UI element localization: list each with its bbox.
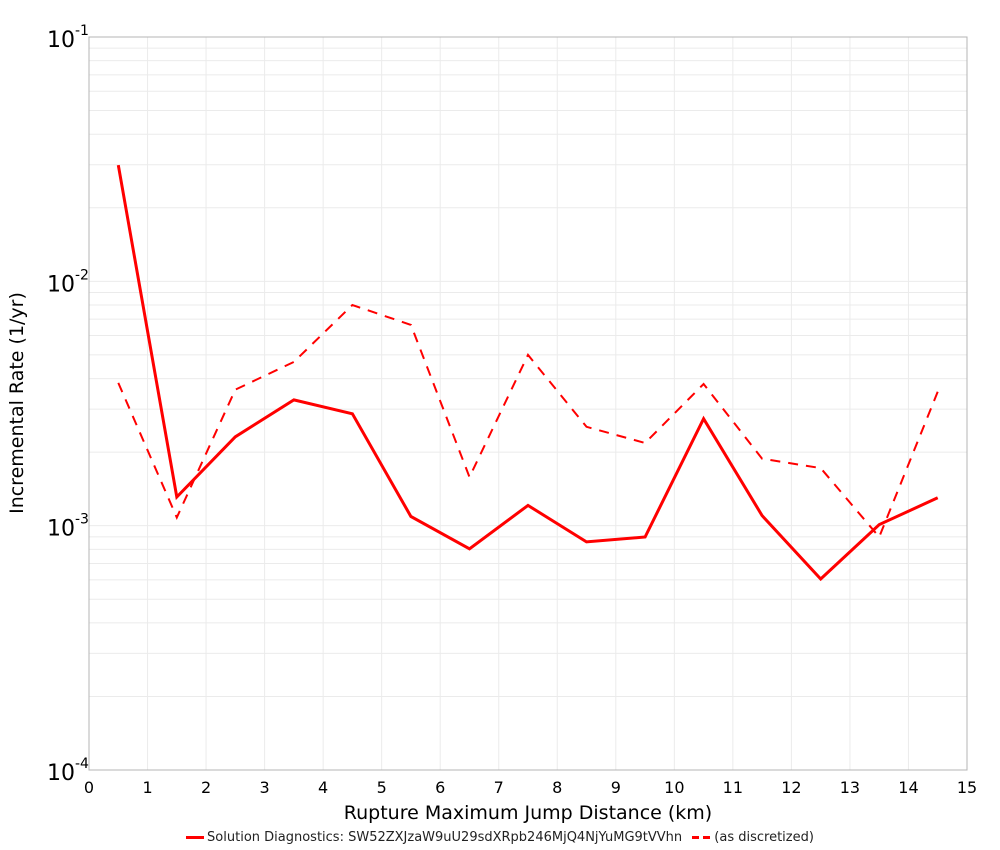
x-tick-label: 8 [552, 778, 562, 797]
svg-text:10: 10 [47, 517, 75, 542]
y-tick-label: 10 -3 [47, 512, 89, 542]
y-axis-ticks: 10-110-210-310-4 [47, 23, 89, 786]
x-tick-label: 9 [611, 778, 621, 797]
plot-area-frame [88, 36, 968, 771]
grid-lines [88, 37, 968, 771]
y-tick-label: 10 -2 [47, 267, 89, 297]
svg-text:-2: -2 [75, 267, 89, 283]
x-tick-label: 2 [201, 778, 211, 797]
legend: Solution Diagnostics: SW52ZXJzaW9uU29sdX… [0, 828, 1000, 845]
x-tick-label: 1 [142, 778, 152, 797]
x-tick-label: 14 [898, 778, 918, 797]
series-line-discretized [117, 303, 939, 539]
y-tick-label: 10 -1 [47, 23, 89, 53]
legend-item-discretized: (as discretized) [692, 830, 814, 845]
x-tick-label: 0 [84, 778, 94, 797]
svg-text:10: 10 [47, 28, 75, 53]
x-axis-ticks: 0 1 2 3 4 5 6 7 8 9 10 11 12 13 14 15 [84, 778, 977, 797]
svg-text:-1: -1 [75, 23, 89, 39]
x-axis-title: Rupture Maximum Jump Distance (km) [344, 802, 712, 824]
y-axis-title: Incremental Rate (1/yr) [6, 292, 28, 514]
x-tick-label: 11 [723, 778, 743, 797]
x-tick-label: 13 [840, 778, 860, 797]
x-tick-label: 15 [957, 778, 977, 797]
svg-text:-3: -3 [75, 512, 89, 528]
legend-solid-line-icon [186, 836, 205, 839]
series-line-solution [116, 164, 939, 582]
series-layer [116, 164, 939, 582]
y-tick-label: 10 -4 [47, 756, 89, 786]
svg-text:10: 10 [47, 761, 75, 786]
x-tick-label: 5 [377, 778, 387, 797]
x-tick-label: 12 [781, 778, 801, 797]
svg-text:10: 10 [47, 272, 75, 297]
x-tick-label: 3 [260, 778, 270, 797]
svg-text:-4: -4 [75, 756, 89, 772]
x-tick-label: 10 [664, 778, 684, 797]
legend-dashed-line-icon [692, 836, 711, 839]
legend-item-solution: Solution Diagnostics: SW52ZXJzaW9uU29sdX… [186, 830, 682, 845]
x-tick-label: 6 [435, 778, 445, 797]
legend-label-solution: Solution Diagnostics: SW52ZXJzaW9uU29sdX… [207, 830, 683, 845]
x-tick-label: 7 [494, 778, 504, 797]
x-tick-label: 4 [318, 778, 328, 797]
legend-label-discretized: (as discretized) [714, 830, 814, 845]
